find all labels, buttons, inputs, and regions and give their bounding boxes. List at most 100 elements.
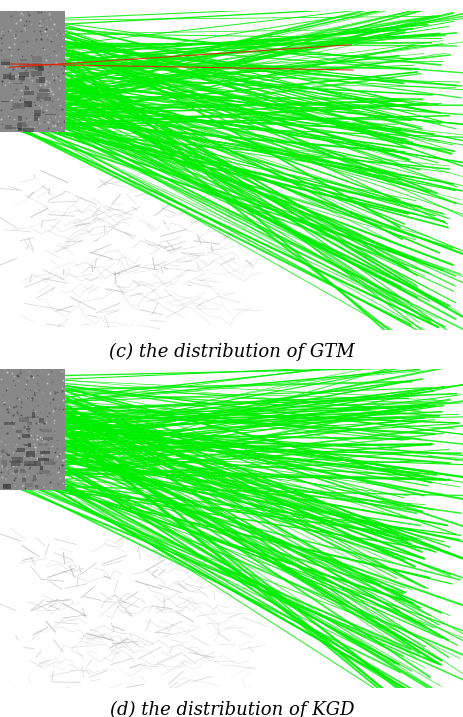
Bar: [19, 63, 29, 67]
Point: [37, 431, 44, 442]
Point: [18, 85, 25, 96]
Point: [44, 29, 51, 41]
Point: [60, 28, 67, 39]
Point: [56, 79, 63, 90]
Point: [7, 10, 15, 22]
Point: [48, 95, 56, 106]
Point: [28, 475, 35, 486]
Bar: [44, 97, 51, 101]
Point: [15, 70, 22, 82]
Point: [49, 376, 56, 388]
Point: [14, 467, 21, 479]
Point: [20, 473, 28, 484]
Point: [33, 116, 41, 128]
Point: [13, 460, 20, 471]
Bar: [39, 417, 44, 422]
Point: [59, 374, 66, 386]
Point: [21, 439, 28, 450]
Point: [46, 80, 54, 92]
Point: [50, 384, 57, 395]
Bar: [27, 461, 36, 466]
Bar: [25, 86, 29, 90]
Point: [0, 49, 4, 61]
Point: [59, 67, 67, 79]
Point: [41, 26, 49, 37]
Point: [12, 32, 19, 43]
Point: [50, 45, 58, 57]
Point: [60, 114, 67, 125]
Point: [21, 463, 28, 475]
Point: [31, 379, 38, 390]
Point: [1, 79, 8, 90]
Point: [50, 56, 57, 67]
Bar: [32, 63, 42, 68]
Point: [59, 366, 66, 378]
Point: [29, 42, 36, 53]
Point: [48, 386, 55, 397]
Point: [51, 447, 58, 458]
Bar: [11, 457, 22, 459]
Point: [22, 64, 29, 75]
Point: [17, 36, 25, 47]
Bar: [31, 70, 42, 76]
Bar: [9, 127, 16, 129]
Point: [5, 464, 12, 475]
Point: [55, 39, 63, 51]
Point: [53, 431, 60, 442]
Point: [29, 105, 37, 117]
Point: [51, 120, 59, 132]
Point: [36, 100, 43, 111]
Point: [13, 450, 21, 462]
Point: [48, 100, 56, 111]
Point: [49, 375, 56, 386]
Bar: [24, 92, 34, 95]
Point: [20, 22, 28, 34]
Point: [8, 71, 16, 82]
Bar: [24, 444, 28, 446]
Point: [5, 76, 13, 87]
Point: [56, 117, 63, 128]
Point: [9, 422, 16, 433]
Bar: [12, 103, 21, 108]
Bar: [0, 100, 9, 103]
Point: [18, 26, 25, 37]
Point: [11, 113, 18, 125]
Point: [51, 386, 59, 397]
Point: [30, 31, 38, 42]
Point: [37, 467, 44, 479]
Point: [21, 22, 29, 34]
Point: [5, 54, 13, 66]
Bar: [34, 110, 41, 116]
Bar: [20, 78, 23, 84]
Point: [17, 397, 25, 408]
Point: [53, 450, 61, 462]
Point: [44, 442, 52, 454]
Bar: [17, 123, 22, 129]
Point: [45, 460, 53, 471]
Point: [43, 410, 50, 422]
Point: [0, 104, 4, 115]
Point: [29, 371, 36, 382]
Point: [12, 17, 19, 29]
Point: [54, 115, 62, 127]
Bar: [19, 76, 25, 80]
Point: [54, 478, 62, 490]
Point: [15, 34, 23, 45]
Point: [37, 432, 44, 443]
Point: [11, 441, 19, 452]
Point: [0, 113, 5, 125]
Point: [23, 392, 30, 404]
Bar: [38, 93, 49, 98]
Point: [0, 466, 5, 478]
Point: [8, 417, 16, 428]
Point: [19, 9, 27, 21]
Point: [0, 44, 5, 56]
Point: [27, 65, 35, 77]
Point: [17, 367, 24, 379]
Point: [36, 465, 43, 476]
Point: [26, 422, 33, 434]
Point: [24, 429, 31, 441]
Point: [37, 110, 44, 121]
Point: [24, 40, 31, 52]
Point: [44, 369, 51, 380]
